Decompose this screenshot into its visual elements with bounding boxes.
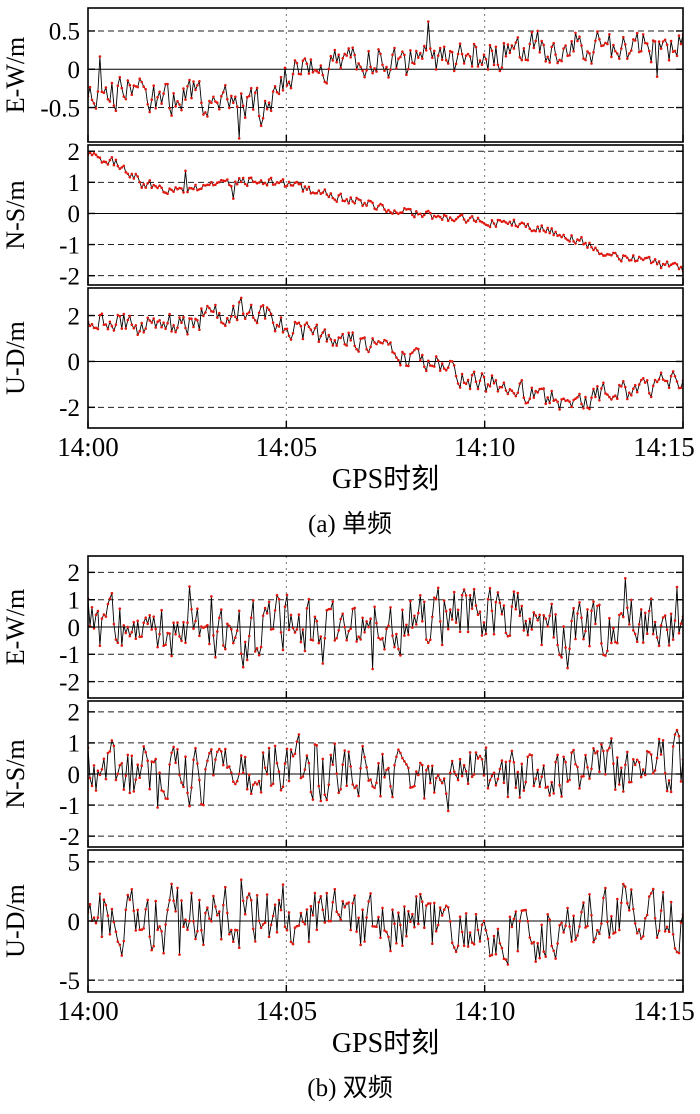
y-tick-label: 5: [68, 850, 81, 877]
y-tick-label: -1: [59, 232, 80, 259]
panel-border: [87, 7, 684, 143]
y-tick-label: 2: [68, 700, 81, 727]
figure-a-xlabel: GPS时刻: [88, 464, 683, 496]
y-axis-title: U-D/m: [1, 884, 30, 958]
x-axis-title: GPS时刻: [331, 1028, 440, 1060]
y-tick-label: 0: [68, 615, 81, 642]
data-markers: [88, 296, 683, 411]
data-line: [88, 296, 683, 410]
data-line: [88, 21, 683, 139]
panel-border: [87, 144, 684, 286]
x-tick-label: 14:00: [57, 432, 119, 462]
y-tick-label: 0: [68, 349, 81, 376]
x-tick-label: 14:10: [454, 996, 516, 1026]
figure-a-plot: -0.5 0 0.5 E-W/m -2 -1 0 1 2 N-S/m -2 0 2 U-D/m 14:00 1…: [0, 4, 700, 464]
data-markers: [88, 728, 683, 813]
caption-text: (b) 双频: [307, 1075, 393, 1103]
y-axis-title: E-W/m: [1, 589, 30, 666]
x-tick-label: 14:05: [256, 432, 318, 462]
y-tick-label: -2: [59, 824, 80, 851]
x-axis-title: GPS时刻: [331, 464, 440, 495]
y-tick-label: 0: [68, 57, 81, 84]
series-group: [88, 296, 683, 411]
y-tick-label: 1: [68, 588, 81, 615]
series-group: [88, 20, 683, 140]
data-line: [88, 729, 683, 812]
y-tick-label: -5: [59, 968, 80, 995]
data-line: [88, 879, 683, 965]
figure-b-caption: (b) 双频: [0, 1060, 700, 1114]
y-tick-label: 0: [68, 201, 81, 228]
y-tick-label: 0.5: [49, 19, 80, 46]
series-group: [88, 151, 683, 273]
caption-text: (a) 单频: [308, 511, 392, 539]
figure-b: -2 -1 0 1 2 E-W/m -2 -1 0 1 2 N-S/m -5 0 5 U-D/m 14:00 14…: [0, 550, 700, 1114]
y-tick-label: 2: [68, 560, 81, 587]
y-tick-label: 0: [68, 762, 81, 789]
y-tick-label: -2: [59, 670, 80, 697]
series-group: [88, 577, 683, 671]
x-tick-label: 14:05: [256, 996, 318, 1026]
y-tick-label: -2: [59, 395, 80, 422]
series-group: [88, 878, 683, 966]
series-group: [88, 728, 683, 813]
y-axis-title: N-S/m: [1, 180, 30, 249]
y-tick-label: 2: [68, 303, 81, 330]
x-tick-label: 14:10: [454, 432, 516, 462]
x-tick-label: 14:15: [633, 432, 695, 462]
data-line: [88, 578, 683, 670]
figure-a: -0.5 0 0.5 E-W/m -2 -1 0 1 2 N-S/m -2 0 2 U-D/m 14:00 1…: [0, 4, 700, 550]
figure-b-xlabel: GPS时刻: [88, 1028, 683, 1060]
y-tick-label: 1: [68, 170, 81, 197]
y-axis-title: N-S/m: [1, 740, 30, 809]
y-tick-label: -1: [59, 642, 80, 669]
data-markers: [88, 20, 683, 140]
figure-a-caption: (a) 单频: [0, 496, 700, 550]
y-tick-label: -1: [59, 793, 80, 820]
panel-border: [87, 287, 684, 429]
y-axis-title: U-D/m: [1, 321, 30, 395]
data-markers: [88, 151, 683, 273]
y-tick-label: -2: [59, 263, 80, 290]
x-tick-label: 14:15: [633, 996, 695, 1026]
y-tick-label: 0: [68, 909, 81, 936]
data-markers: [88, 577, 683, 671]
figure-b-plot: -2 -1 0 1 2 E-W/m -2 -1 0 1 2 N-S/m -5 0 5 U-D/m 14:00 14…: [0, 550, 700, 1028]
y-tick-label: 2: [68, 139, 81, 166]
figure-svg: -0.5 0 0.5 E-W/m -2 -1 0 1 2 N-S/m -2 0 2 U-D/m 14:00 1…: [1, 7, 695, 462]
x-tick-label: 14:00: [57, 996, 119, 1026]
y-axis-title: E-W/m: [1, 37, 30, 114]
y-tick-label: 1: [68, 731, 81, 758]
y-tick-label: -0.5: [40, 95, 80, 122]
